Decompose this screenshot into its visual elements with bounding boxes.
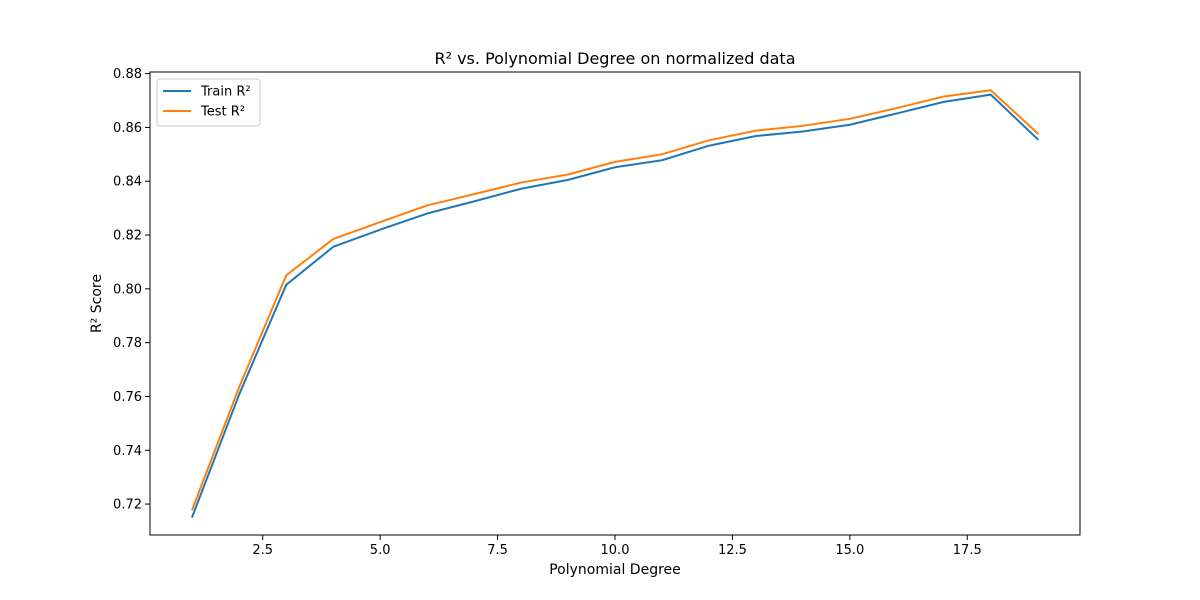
x-tick-label: 15.0 xyxy=(835,543,864,558)
y-tick-label: 0.88 xyxy=(113,67,142,82)
x-axis-label: Polynomial Degree xyxy=(549,562,681,578)
x-axis: 2.5 5.0 7.5 10.0 12.5 15.0 17.5 xyxy=(252,535,982,558)
x-tick-label: 17.5 xyxy=(953,543,982,558)
legend: Train R² Test R² xyxy=(156,78,261,127)
y-axis-label: R² Score xyxy=(89,274,105,333)
y-tick-label: 0.72 xyxy=(113,498,142,513)
x-tick-label: 7.5 xyxy=(487,543,508,558)
y-tick-label: 0.80 xyxy=(113,282,142,297)
x-tick-label: 2.5 xyxy=(252,543,273,558)
x-tick-label: 5.0 xyxy=(370,543,391,558)
y-tick-label: 0.84 xyxy=(113,175,142,190)
y-axis: 0.72 0.74 0.76 0.78 0.80 0.82 0.84 0.86 0.88 xyxy=(113,67,150,513)
x-tick-label: 12.5 xyxy=(718,543,747,558)
plot-frame xyxy=(149,71,1081,536)
x-tick-label: 10.0 xyxy=(601,543,630,558)
series-line-test xyxy=(190,89,1040,511)
y-tick-label: 0.86 xyxy=(113,121,142,136)
y-tick-label: 0.82 xyxy=(113,229,142,244)
series-line-train xyxy=(190,93,1040,519)
chart-title: R² vs. Polynomial Degree on normalized d… xyxy=(434,49,795,68)
series-group xyxy=(190,89,1040,519)
y-tick-label: 0.74 xyxy=(113,444,142,459)
legend-label: Train R² xyxy=(200,85,251,100)
y-tick-label: 0.78 xyxy=(113,336,142,351)
y-tick-label: 0.76 xyxy=(113,390,142,405)
legend-label: Test R² xyxy=(200,105,245,120)
